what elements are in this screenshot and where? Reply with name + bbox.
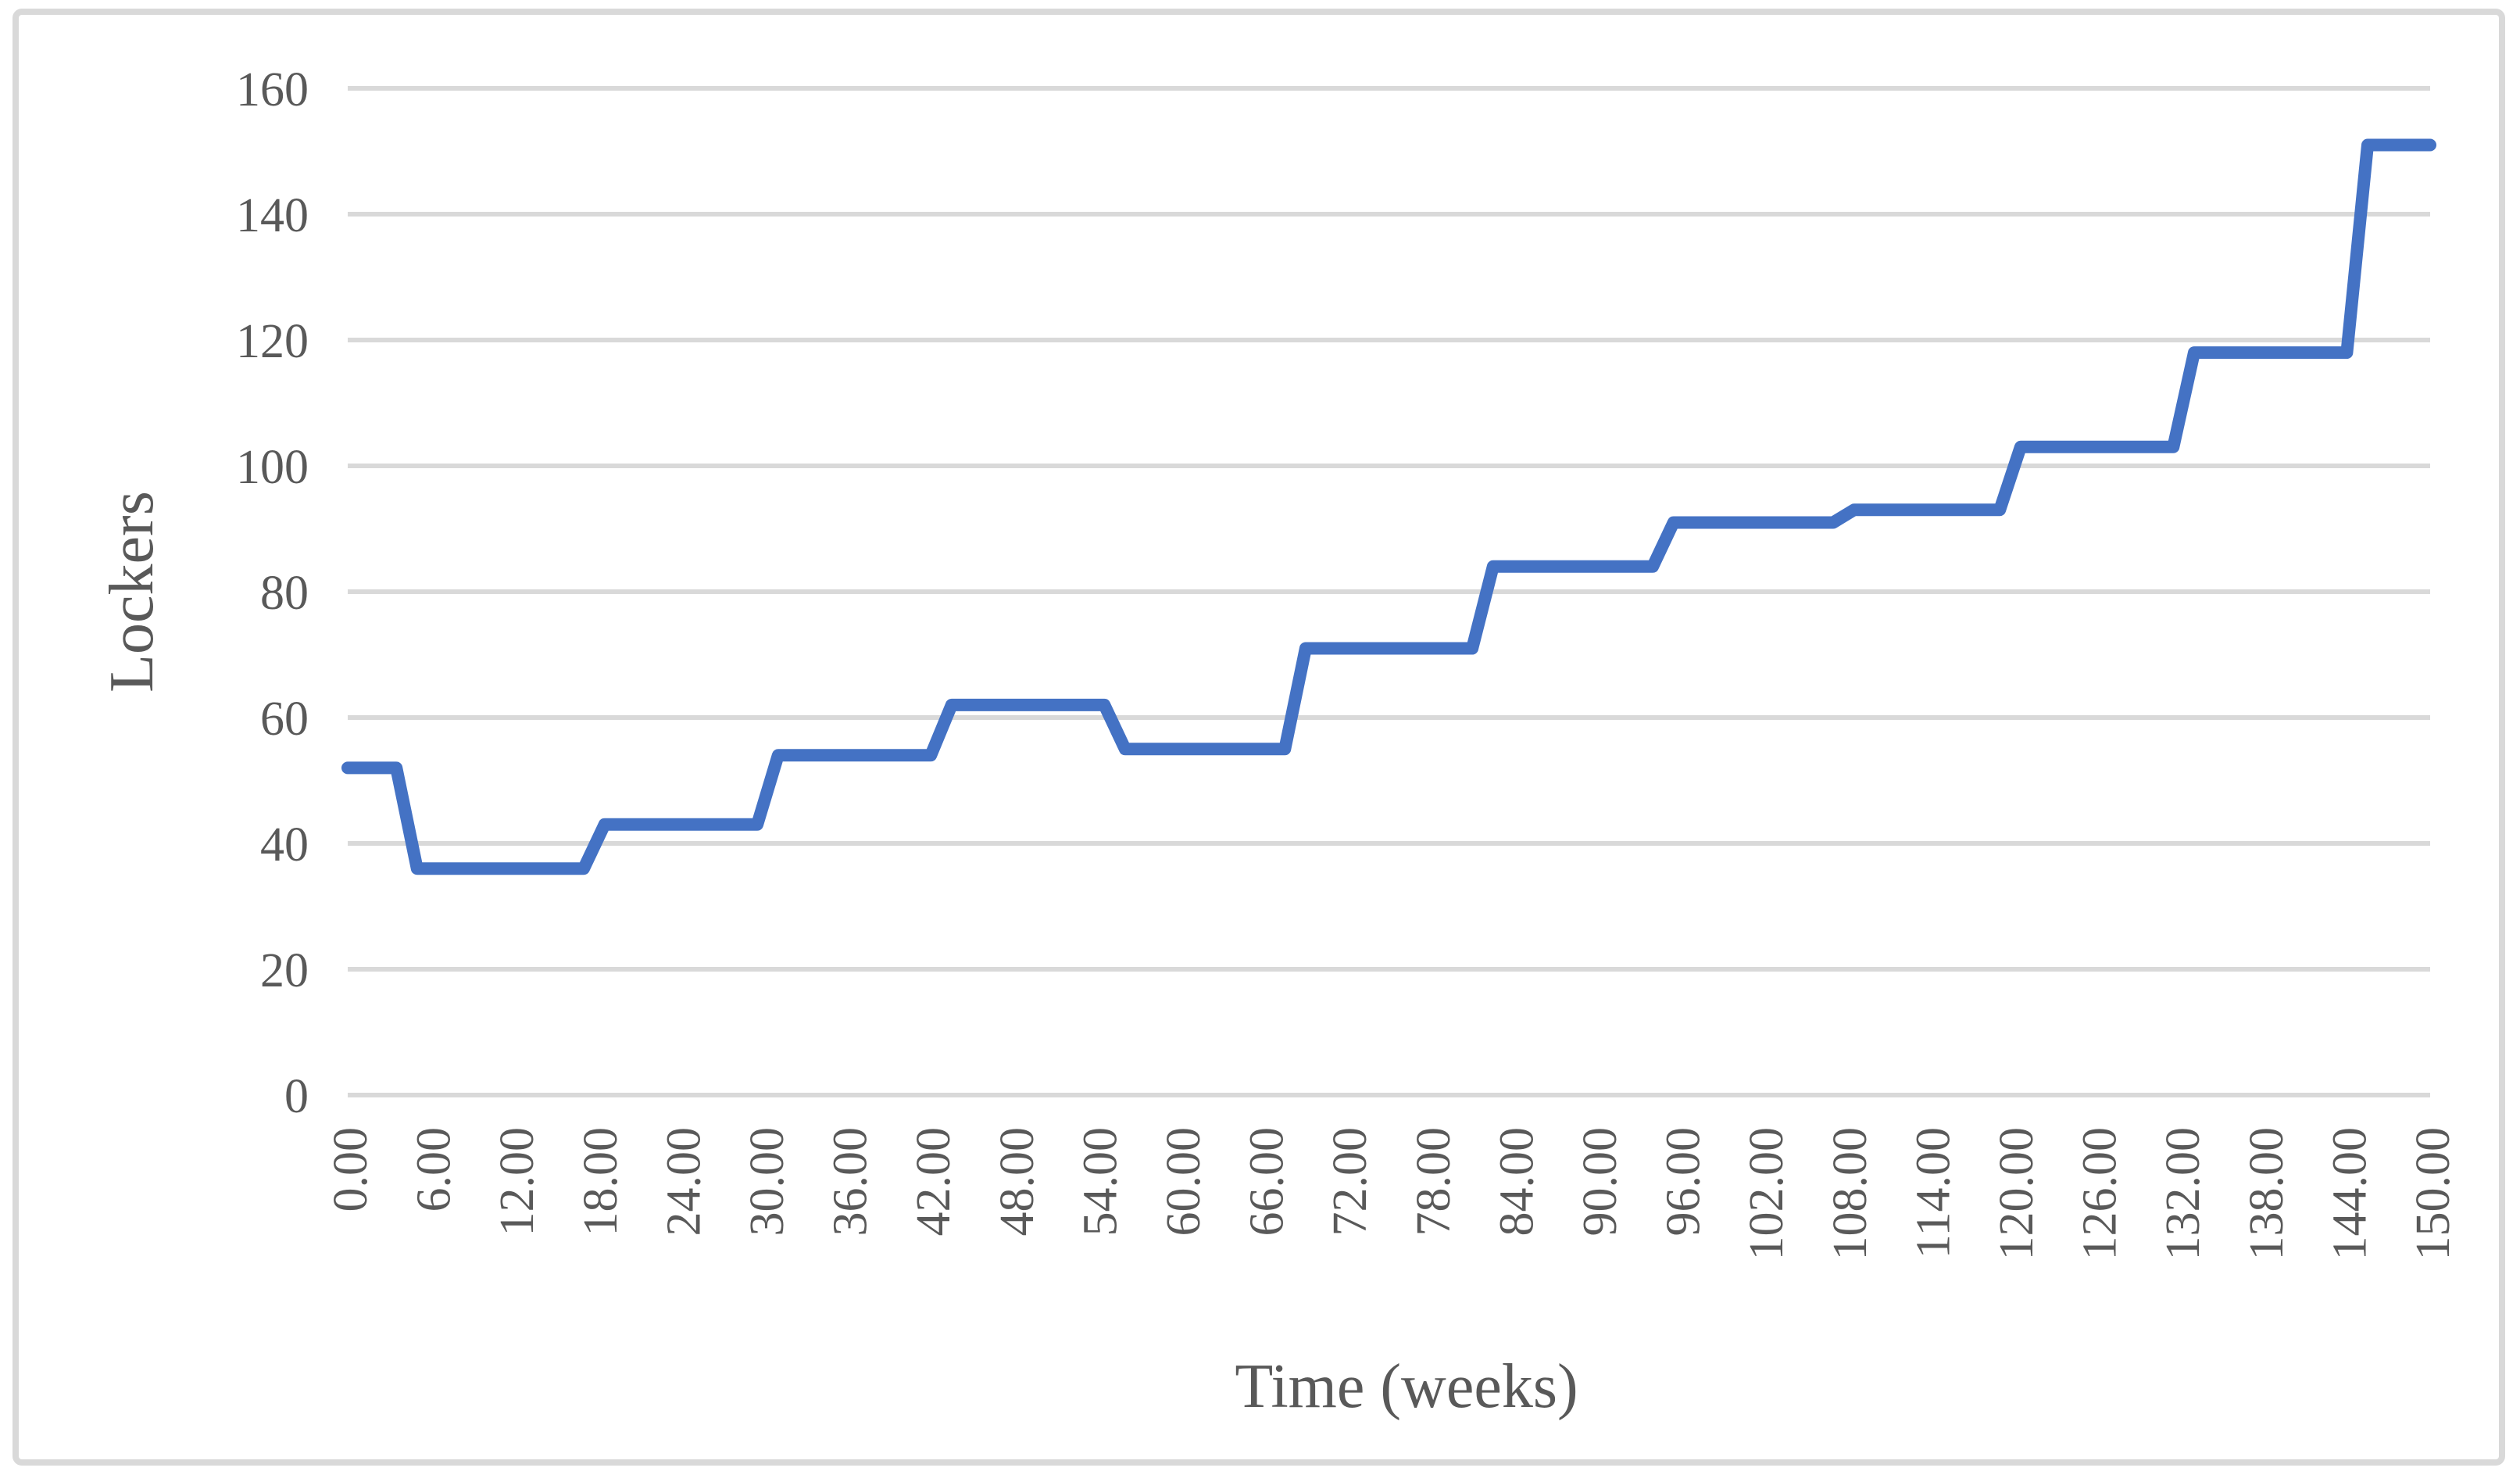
x-tick-label-132.00: 132.00 xyxy=(2157,1127,2210,1261)
x-tick-label-36.00: 36.00 xyxy=(824,1127,878,1237)
x-tick-label-96.00: 96.00 xyxy=(1657,1127,1710,1237)
y-tick-label-40: 40 xyxy=(260,818,309,872)
gridlines-group xyxy=(348,86,2430,1097)
y-axis-tick-labels: 0 20 40 60 80 100 120 140 160 xyxy=(236,63,309,1123)
x-axis-tick-labels: 0.00 6.00 12.00 18.00 24.00 30.00 36.00 42.00 48… xyxy=(324,1127,2460,1261)
x-tick-label-108.00: 108.00 xyxy=(1824,1127,1877,1261)
x-tick-label-6.00: 6.00 xyxy=(408,1127,461,1212)
x-tick-label-78.00: 78.00 xyxy=(1407,1127,1460,1237)
x-axis-title: Time (weeks) xyxy=(1235,1352,1578,1421)
x-tick-label-54.00: 54.00 xyxy=(1074,1127,1127,1237)
y-tick-label-160: 160 xyxy=(236,63,309,116)
y-tick-label-120: 120 xyxy=(236,315,309,368)
y-tick-label-100: 100 xyxy=(236,441,309,494)
chart-border xyxy=(13,9,2505,1466)
x-tick-label-12.00: 12.00 xyxy=(491,1127,544,1237)
x-tick-label-114.00: 114.00 xyxy=(1907,1127,1960,1258)
y-tick-label-0: 0 xyxy=(284,1070,309,1123)
series-line-lockers xyxy=(341,138,2436,875)
x-tick-label-126.00: 126.00 xyxy=(2074,1127,2127,1261)
x-tick-label-24.00: 24.00 xyxy=(657,1127,710,1237)
y-tick-label-60: 60 xyxy=(260,693,309,746)
x-tick-label-120.00: 120.00 xyxy=(1990,1127,2043,1261)
x-tick-label-90.00: 90.00 xyxy=(1574,1127,1627,1237)
x-tick-label-138.00: 138.00 xyxy=(2240,1127,2293,1261)
x-tick-label-84.00: 84.00 xyxy=(1490,1127,1543,1237)
y-tick-label-140: 140 xyxy=(236,189,309,242)
x-tick-label-66.00: 66.00 xyxy=(1241,1127,1294,1237)
x-tick-label-150.00: 150.00 xyxy=(2407,1127,2460,1261)
x-tick-label-60.00: 60.00 xyxy=(1157,1127,1210,1237)
x-tick-label-42.00: 42.00 xyxy=(907,1127,960,1237)
x-tick-label-48.00: 48.00 xyxy=(991,1127,1044,1237)
x-tick-label-72.00: 72.00 xyxy=(1324,1127,1377,1237)
y-tick-label-80: 80 xyxy=(260,567,309,620)
y-axis-title: Lockers xyxy=(98,491,166,693)
x-tick-label-18.00: 18.00 xyxy=(574,1127,627,1237)
x-tick-label-0.00: 0.00 xyxy=(324,1127,377,1212)
series-group xyxy=(341,138,2436,875)
x-tick-label-30.00: 30.00 xyxy=(741,1127,794,1237)
x-tick-label-102.00: 102.00 xyxy=(1740,1127,1793,1261)
y-tick-label-20: 20 xyxy=(260,944,309,997)
x-tick-label-144.00: 144.00 xyxy=(2323,1127,2376,1261)
